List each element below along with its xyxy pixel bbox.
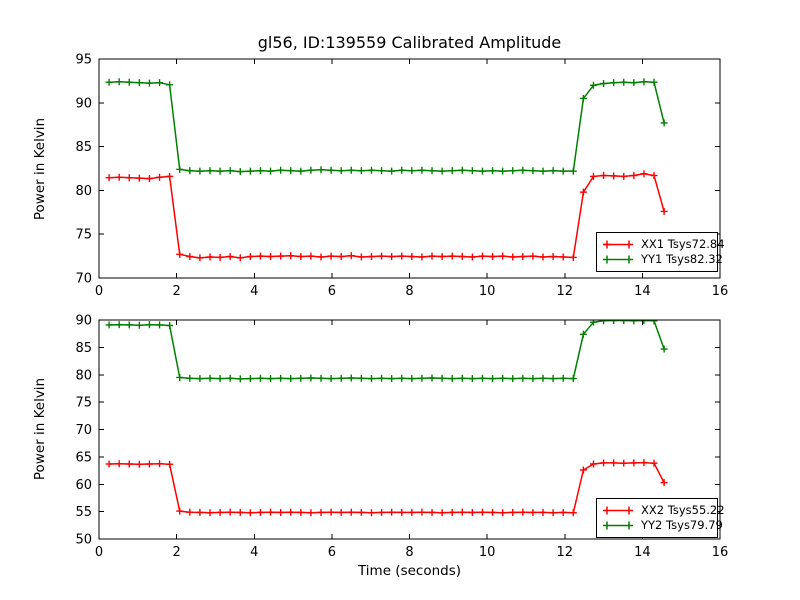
x-tick-label: 16	[712, 284, 729, 299]
legend-line-sample-icon	[603, 240, 633, 249]
legend-line-sample-icon	[603, 255, 633, 264]
y-tick-label: 70	[75, 272, 92, 287]
x-tick-label: 4	[250, 545, 258, 560]
series-line	[109, 81, 665, 173]
x-tick-label: 14	[634, 284, 651, 299]
y-tick-label: 90	[75, 96, 92, 111]
x-tick-label: 6	[328, 545, 336, 560]
y-tick-label: 85	[75, 140, 92, 155]
top-plot-legend: XX1 Tsys72.84 YY1 Tsys82.32	[596, 232, 725, 272]
bottom-plot-ylabel: Power in Kelvin	[32, 377, 48, 481]
legend-line-sample-icon	[603, 506, 633, 515]
legend-label: YY2 Tsys79.79	[641, 518, 723, 533]
y-tick-label: 65	[75, 450, 92, 465]
y-tick-label: 75	[75, 228, 92, 243]
y-tick-label: 70	[75, 423, 92, 438]
x-tick-label: 0	[95, 545, 103, 560]
x-tick-label: 6	[328, 284, 336, 299]
x-tick-label: 2	[172, 284, 180, 299]
bottom-plot-tick-labels: 0 2 4 6 8 10 12 14 16 50 55 60 65 70 75 80 85 90	[75, 314, 728, 561]
y-tick-label: 50	[75, 533, 92, 548]
y-tick-label: 90	[75, 314, 92, 329]
y-tick-label: 60	[75, 478, 92, 493]
x-tick-label: 10	[479, 284, 496, 299]
x-tick-label: 2	[172, 545, 180, 560]
top-plot-ylabel: Power in Kelvin	[32, 117, 48, 221]
x-tick-label: 16	[712, 545, 729, 560]
plus-markers	[105, 78, 668, 176]
y-tick-label: 75	[75, 396, 92, 411]
legend-entry-yy2: YY2 Tsys79.79	[601, 519, 723, 532]
plus-markers	[105, 459, 668, 517]
series-line	[109, 320, 665, 380]
plus-markers	[105, 320, 668, 383]
y-tick-label: 55	[75, 505, 92, 520]
x-tick-label: 0	[95, 284, 103, 299]
bottom-plot-legend: XX2 Tsys55.22 YY2 Tsys79.79	[596, 498, 725, 538]
x-tick-label: 12	[556, 284, 573, 299]
legend-label: YY1 Tsys82.32	[641, 252, 723, 267]
legend-label: XX1 Tsys72.84	[641, 236, 725, 251]
y-tick-label: 95	[75, 53, 92, 68]
top-plot-ticks	[98, 58, 721, 279]
y-tick-label: 85	[75, 341, 92, 356]
legend-entry-xx1: XX1 Tsys72.84	[601, 237, 725, 251]
x-tick-label: 10	[479, 545, 496, 560]
x-tick-label: 14	[634, 545, 651, 560]
top-plot-series	[105, 78, 668, 262]
top-plot-area: 0 2 4 6 8 10 12 14 16 70 75 80 85 90 95	[75, 53, 728, 300]
y-tick-label: 80	[75, 368, 92, 383]
legend-entry-xx2: XX2 Tsys55.22	[601, 503, 725, 517]
y-tick-label: 80	[75, 184, 92, 199]
x-tick-label: 12	[556, 545, 573, 560]
bottom-plot-series	[105, 320, 668, 517]
x-tick-label: 8	[405, 545, 413, 560]
bottom-plot-area: 0 2 4 6 8 10 12 14 16 50 55 60 65 70 75 80 85 90	[75, 314, 728, 561]
x-axis-label: Time (seconds)	[357, 563, 462, 579]
x-tick-label: 4	[250, 284, 258, 299]
x-tick-label: 8	[405, 284, 413, 299]
plus-markers	[105, 170, 668, 262]
series-line	[109, 173, 665, 259]
legend-entry-yy1: YY1 Tsys82.32	[601, 253, 723, 266]
top-plot-tick-labels: 0 2 4 6 8 10 12 14 16 70 75 80 85 90 95	[75, 53, 728, 300]
legend-label: XX2 Tsys55.22	[641, 502, 725, 517]
figure-title: gl56, ID:139559 Calibrated Amplitude	[257, 33, 562, 52]
bottom-plot-ticks	[98, 319, 721, 540]
legend-line-sample-icon	[603, 521, 633, 530]
